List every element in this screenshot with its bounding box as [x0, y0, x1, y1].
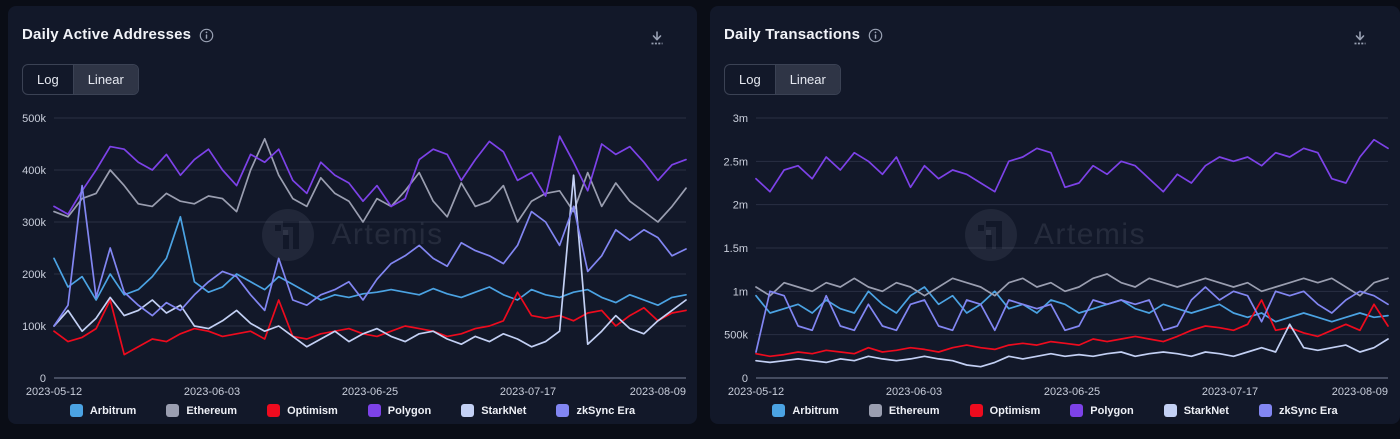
x-axis-tick-label: 2023-06-03	[184, 386, 240, 398]
series-line-polygon	[755, 138, 1389, 193]
legend-item-polygon[interactable]: Polygon	[1070, 404, 1134, 417]
legend-label: zkSync Era	[1278, 404, 1338, 417]
y-axis-tick-label: 500k	[724, 330, 748, 342]
legend-item-optimism[interactable]: Optimism	[267, 404, 338, 417]
series-line-starknet	[53, 174, 687, 348]
legend-item-starknet[interactable]: StarkNet	[1163, 404, 1229, 417]
legend-label: Arbitrum	[89, 404, 137, 417]
info-icon[interactable]	[199, 28, 214, 43]
legend-swatch-ethereum	[868, 404, 882, 417]
legend-item-polygon[interactable]: Polygon	[367, 404, 432, 417]
legend-swatch-arbitrum	[69, 404, 83, 417]
legend-item-arbitrum[interactable]: Arbitrum	[69, 404, 137, 417]
x-axis-tick-label: 2023-07-17	[500, 386, 556, 398]
legend-label: Polygon	[1090, 404, 1134, 417]
page-title: Daily Transactions	[724, 26, 861, 43]
legend-item-ethereum[interactable]: Ethereum	[868, 404, 940, 417]
legend: Arbitrum Ethereum Optimism Polygon StarkNet z…	[710, 404, 1400, 417]
y-axis-tick-label: 1m	[733, 286, 748, 298]
x-axis-tick-label: 2023-06-03	[886, 386, 942, 398]
legend-label: zkSync Era	[576, 404, 636, 417]
download-icon	[1354, 31, 1366, 45]
legend-item-starknet[interactable]: StarkNet	[461, 404, 526, 417]
series-line-optimism	[755, 299, 1389, 358]
y-axis-tick-label: 400k	[22, 165, 46, 177]
legend-label: Ethereum	[888, 404, 940, 417]
x-axis-tick-label: 2023-07-17	[1202, 386, 1258, 398]
log-toggle-button[interactable]: Log	[23, 65, 73, 94]
legend-swatch-polygon	[1070, 404, 1084, 417]
legend-label: Polygon	[387, 404, 432, 417]
legend-swatch-starknet	[1163, 404, 1177, 417]
page-title: Daily Active Addresses	[22, 26, 192, 43]
daily-active-addresses-chart[interactable]: 0 100k 200k 300k 400k 500k 2023-05-12 2023-06-0…	[16, 104, 690, 400]
series-line-starknet	[755, 323, 1389, 368]
y-axis-tick-label: 1.5m	[724, 243, 748, 255]
legend-swatch-zksync-era	[1258, 404, 1272, 417]
x-axis-tick-label: 2023-06-25	[342, 386, 398, 398]
legend-item-optimism[interactable]: Optimism	[969, 404, 1041, 417]
y-axis-tick-label: 0	[40, 373, 46, 385]
legend-label: Optimism	[989, 404, 1041, 417]
x-axis-tick-label: 2023-05-12	[728, 386, 784, 398]
x-axis-tick-label: 2023-08-09	[1332, 386, 1388, 398]
legend-swatch-optimism	[267, 404, 281, 417]
scale-toggle: Log Linear	[22, 64, 139, 95]
download-button[interactable]	[647, 28, 667, 51]
legend: Arbitrum Ethereum Optimism Polygon StarkNet z…	[8, 404, 697, 417]
series-line-zksync-era	[755, 286, 1389, 353]
log-toggle-button[interactable]: Log	[725, 65, 775, 94]
series-line-optimism	[53, 291, 687, 356]
y-axis-tick-label: 500k	[22, 113, 46, 125]
legend-swatch-zksync-era	[556, 404, 570, 417]
y-axis-tick-label: 100k	[22, 321, 46, 333]
download-icon	[651, 31, 663, 45]
series-line-ethereum	[53, 137, 687, 223]
series-line-arbitrum	[53, 215, 687, 307]
legend-swatch-arbitrum	[772, 404, 786, 417]
legend-label: StarkNet	[1183, 404, 1229, 417]
y-axis-tick-label: 200k	[22, 269, 46, 281]
daily-transactions-chart[interactable]: 0 500k 1m 1.5m 2m 2.5m 3m 2023-05-12 2023-06-03 2…	[718, 104, 1392, 400]
legend-item-arbitrum[interactable]: Arbitrum	[772, 404, 839, 417]
x-axis-tick-label: 2023-08-09	[630, 386, 686, 398]
y-axis-tick-label: 2m	[733, 200, 748, 212]
legend-swatch-ethereum	[166, 404, 180, 417]
legend-item-zksync-era[interactable]: zkSync Era	[556, 404, 635, 417]
series-line-arbitrum	[755, 286, 1389, 323]
card-header: Daily Active Addresses	[22, 26, 214, 43]
series-line-ethereum	[755, 273, 1389, 297]
legend-label: Ethereum	[186, 404, 238, 417]
legend-label: Arbitrum	[792, 404, 839, 417]
y-axis-tick-label: 3m	[733, 113, 748, 125]
linear-toggle-button[interactable]: Linear	[774, 65, 840, 94]
legend-label: StarkNet	[481, 404, 527, 417]
legend-item-zksync-era[interactable]: zkSync Era	[1258, 404, 1338, 417]
info-icon[interactable]	[868, 28, 883, 43]
legend-label: Optimism	[287, 404, 338, 417]
scale-toggle: Log Linear	[724, 64, 841, 95]
legend-swatch-optimism	[969, 404, 983, 417]
y-axis-tick-label: 2.5m	[724, 156, 748, 168]
download-button[interactable]	[1350, 28, 1370, 51]
legend-item-ethereum[interactable]: Ethereum	[166, 404, 237, 417]
card-header: Daily Transactions	[724, 26, 883, 43]
series-line-polygon	[53, 135, 687, 216]
daily-active-addresses-card: Daily Active Addresses Log Linear Artemi…	[8, 6, 697, 424]
legend-swatch-polygon	[367, 404, 381, 417]
series-line-zksync-era	[53, 184, 687, 327]
x-axis-tick-label: 2023-05-12	[26, 386, 82, 398]
x-axis-tick-label: 2023-06-25	[1044, 386, 1100, 398]
linear-toggle-button[interactable]: Linear	[72, 65, 138, 94]
y-axis-tick-label: 300k	[22, 217, 46, 229]
legend-swatch-starknet	[461, 404, 475, 417]
y-axis-tick-label: 0	[742, 373, 748, 385]
